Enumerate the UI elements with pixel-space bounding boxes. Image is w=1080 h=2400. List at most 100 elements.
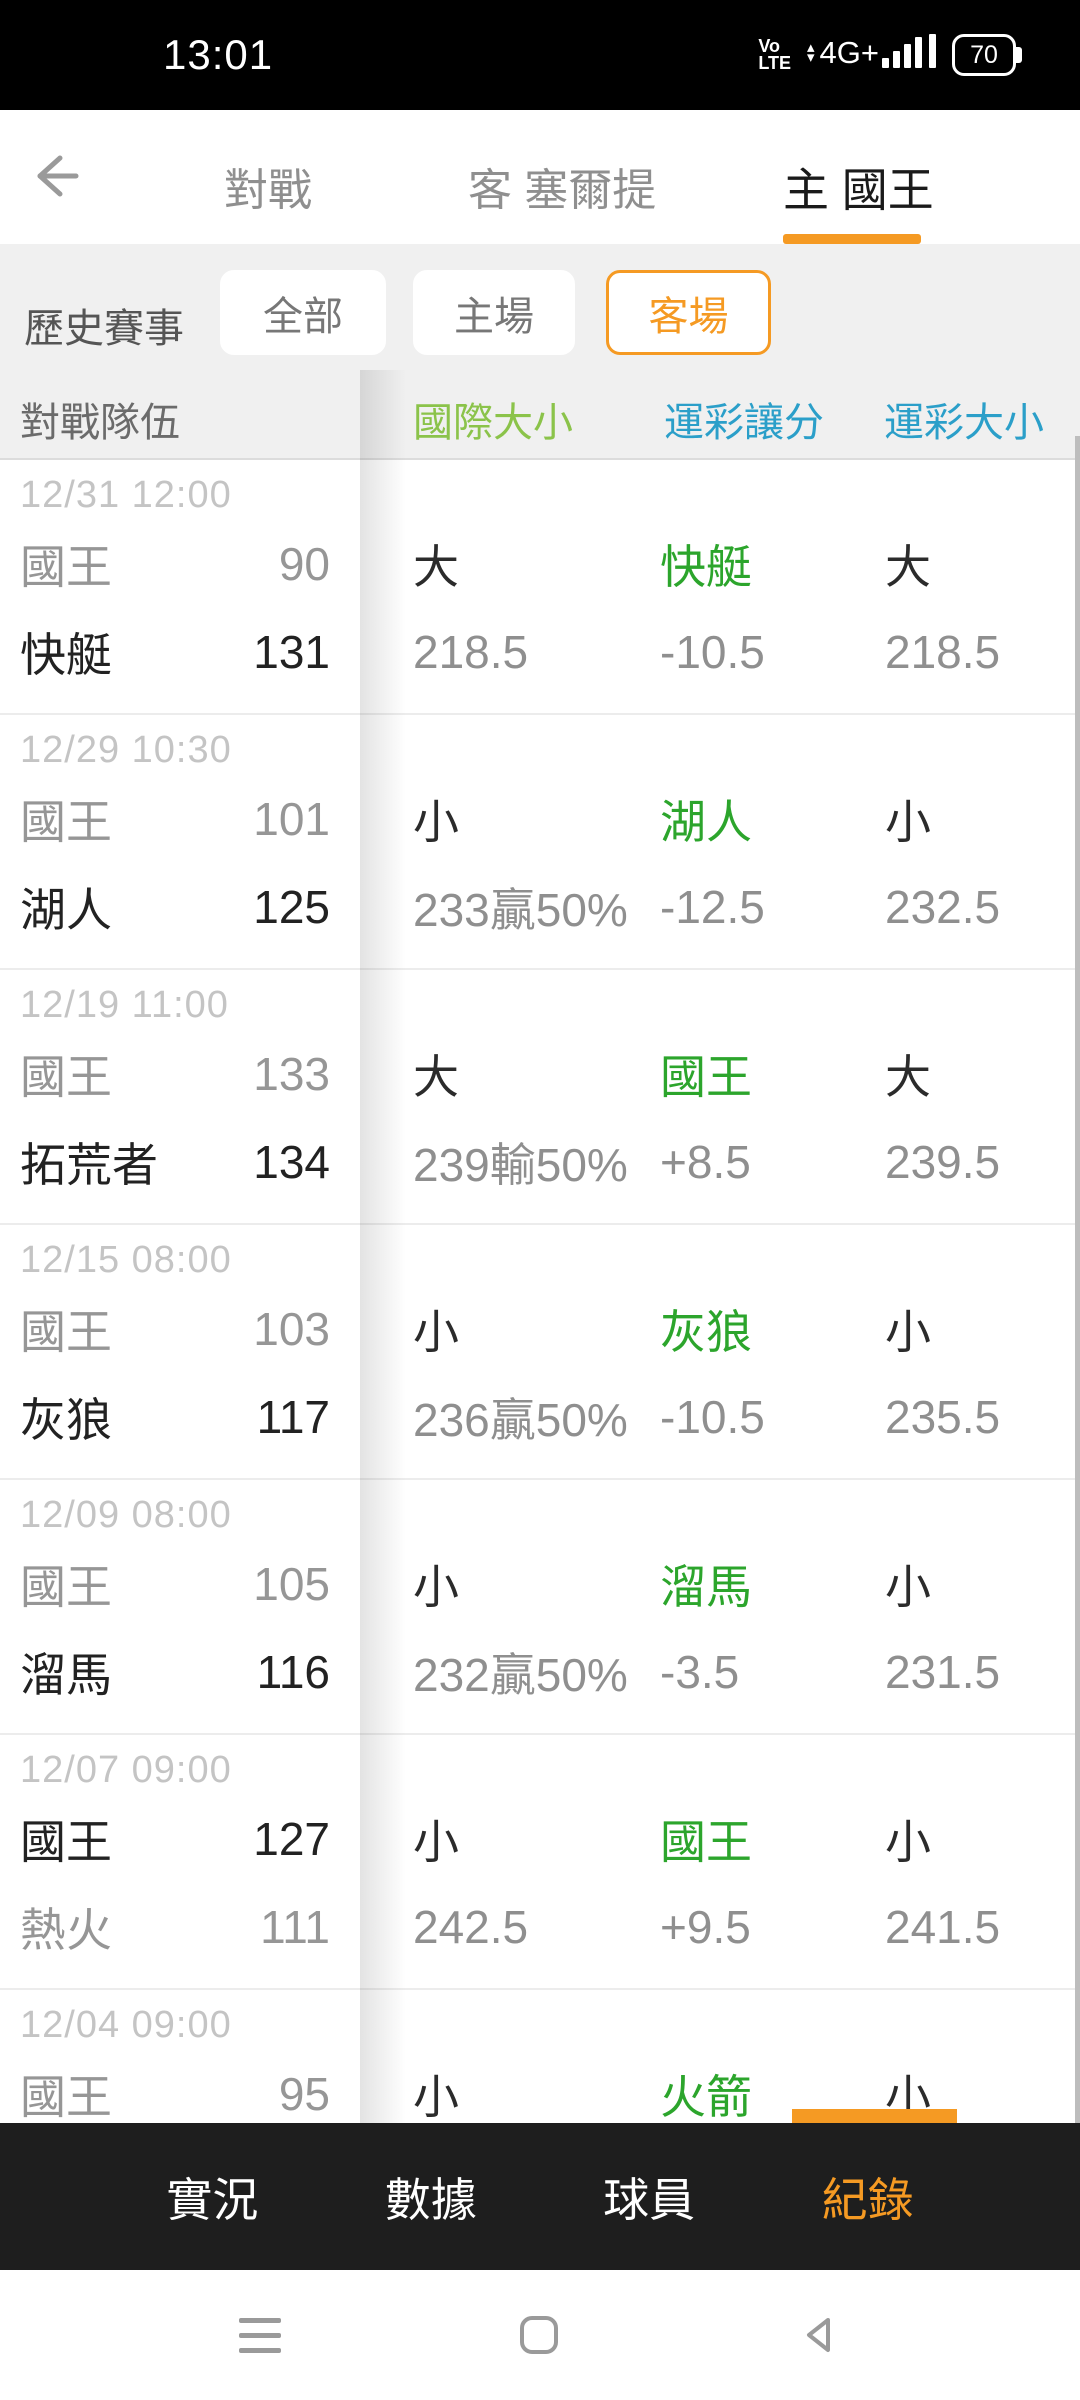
intl-ou-value: 218.5	[413, 626, 529, 678]
game-row[interactable]: 12/15 08:00 國王 103 灰狼 117 小 236贏50% 灰狼 -…	[0, 1225, 1080, 1480]
intl-ou-side: 小	[413, 1816, 459, 1868]
spread-team: 溜馬	[660, 1561, 752, 1613]
signal-bars-icon	[882, 37, 922, 68]
intl-ou-value: 239輸50%	[413, 1139, 628, 1191]
game-date: 12/15 08:00	[20, 1239, 232, 1281]
spread-team: 快艇	[660, 541, 752, 593]
spread-team: 國王	[660, 1051, 752, 1103]
team1-name: 國王	[20, 541, 112, 593]
spread-value: -12.5	[660, 881, 765, 933]
spread-value: -3.5	[660, 1646, 740, 1698]
team2-name: 灰狼	[20, 1394, 112, 1446]
gesture-bar	[0, 2270, 1080, 2400]
status-bar: 13:01 Vo LTE ▴ ▾ 4G+ 70	[0, 0, 1080, 110]
data-arrows-icon: ▴ ▾	[807, 39, 815, 66]
team1-name: 國王	[20, 796, 112, 848]
team1-score: 90	[278, 538, 330, 590]
game-row[interactable]: 12/31 12:00 國王 90 快艇 131 大 218.5 快艇 -10.…	[0, 460, 1080, 715]
lottery-ou-value: 232.5	[885, 881, 1001, 933]
filter-section: 歷史賽事 全部 主場 客場 對戰隊伍 國際大小 運彩讓分 運彩大小	[0, 244, 1080, 460]
spread-team: 湖人	[660, 796, 752, 848]
team1-score: 103	[253, 1303, 330, 1355]
lottery-ou-side: 大	[885, 541, 931, 593]
team2-score: 111	[260, 1901, 330, 1953]
game-date: 12/07 09:00	[20, 1749, 232, 1791]
game-date: 12/09 08:00	[20, 1494, 232, 1536]
game-row[interactable]: 12/19 11:00 國王 133 拓荒者 134 大 239輸50% 國王 …	[0, 970, 1080, 1225]
team2-score: 134	[253, 1136, 330, 1188]
tab-home-kings[interactable]: 主 國王	[783, 164, 934, 216]
filter-all-button[interactable]: 全部	[220, 270, 386, 355]
game-row[interactable]: 12/07 09:00 國王 127 熱火 111 小 242.5 國王 +9.…	[0, 1735, 1080, 1990]
spread-team: 灰狼	[660, 1306, 752, 1358]
team1-name: 國王	[20, 1306, 112, 1358]
team1-name: 國王	[20, 1561, 112, 1613]
battery-percent: 70	[970, 40, 998, 69]
spread-value: +8.5	[660, 1136, 751, 1188]
spread-team: 火箭	[660, 2071, 752, 2123]
lottery-ou-side: 小	[885, 1306, 931, 1358]
app-header: 對戰 客 塞爾提 主 國王	[0, 110, 1080, 244]
team1-name: 國王	[20, 1051, 112, 1103]
tab-away-celtics[interactable]: 客 塞爾提	[468, 166, 657, 215]
home-icon[interactable]	[520, 2316, 558, 2354]
filter-home-button[interactable]: 主場	[413, 270, 575, 355]
intl-ou-value: 232贏50%	[413, 1649, 628, 1701]
team2-score: 117	[256, 1391, 330, 1443]
game-date: 12/31 12:00	[20, 474, 232, 516]
active-nav-indicator	[792, 2109, 957, 2123]
intl-ou-side: 小	[413, 796, 459, 848]
tab-matchup[interactable]: 對戰	[224, 166, 312, 215]
history-filter-label: 歷史賽事	[24, 307, 184, 351]
game-row[interactable]: 12/04 09:00 國王 95 小 火箭 小	[0, 1990, 1080, 2123]
lottery-ou-side: 小	[885, 796, 931, 848]
team1-score: 133	[253, 1048, 330, 1100]
lottery-ou-value: 218.5	[885, 626, 1001, 678]
intl-ou-side: 小	[413, 2071, 459, 2123]
signal-bar2-icon	[929, 34, 936, 68]
team1-score: 95	[278, 2068, 330, 2120]
team2-score: 116	[256, 1646, 330, 1698]
vertical-scrollbar[interactable]	[1075, 436, 1080, 2123]
lottery-ou-value: 241.5	[885, 1901, 1001, 1953]
intl-ou-side: 大	[413, 1051, 459, 1103]
team2-name: 湖人	[20, 884, 112, 936]
column-header-teams: 對戰隊伍	[20, 401, 180, 445]
intl-ou-value: 242.5	[413, 1901, 529, 1953]
game-date: 12/04 09:00	[20, 2004, 232, 2046]
bottom-nav: 實況 數據 球員 紀錄	[0, 2109, 1080, 2270]
game-date: 12/19 11:00	[20, 984, 229, 1026]
team1-score: 127	[253, 1813, 330, 1865]
lottery-ou-side: 小	[885, 1561, 931, 1613]
spread-value: -10.5	[660, 1391, 765, 1443]
game-date: 12/29 10:30	[20, 729, 232, 771]
lottery-ou-side: 大	[885, 1051, 931, 1103]
team2-name: 拓荒者	[20, 1139, 158, 1191]
filter-away-button[interactable]: 客場	[606, 270, 771, 355]
spread-team: 國王	[660, 1816, 752, 1868]
back-icon[interactable]	[797, 2313, 841, 2357]
nav-item-players[interactable]: 球員	[603, 2173, 696, 2226]
lottery-ou-value: 235.5	[885, 1391, 1001, 1443]
game-row[interactable]: 12/29 10:30 國王 101 湖人 125 小 233贏50% 湖人 -…	[0, 715, 1080, 970]
spread-value: -10.5	[660, 626, 765, 678]
signal-icon: ▴ ▾ 4G+	[807, 34, 936, 76]
battery-icon: 70	[952, 34, 1016, 76]
nav-item-records[interactable]: 紀錄	[821, 2173, 914, 2226]
column-header-intl-ou: 國際大小	[413, 401, 573, 445]
intl-ou-value: 236贏50%	[413, 1394, 628, 1446]
nav-item-stats[interactable]: 數據	[384, 2173, 477, 2226]
team2-name: 溜馬	[20, 1649, 112, 1701]
nav-item-live[interactable]: 實況	[166, 2173, 259, 2226]
intl-ou-side: 小	[413, 1561, 459, 1613]
active-tab-underline	[783, 234, 921, 244]
recents-icon[interactable]	[239, 2317, 281, 2353]
team1-score: 101	[253, 793, 330, 845]
intl-ou-side: 大	[413, 541, 459, 593]
back-arrow-icon[interactable]	[26, 148, 82, 204]
status-icons: Vo LTE ▴ ▾ 4G+ 70	[758, 0, 1016, 110]
volte-icon: Vo LTE	[758, 35, 791, 73]
game-row[interactable]: 12/09 08:00 國王 105 溜馬 116 小 232贏50% 溜馬 -…	[0, 1480, 1080, 1735]
lottery-ou-value: 231.5	[885, 1646, 1001, 1698]
network-type-label: 4G+	[819, 35, 879, 70]
